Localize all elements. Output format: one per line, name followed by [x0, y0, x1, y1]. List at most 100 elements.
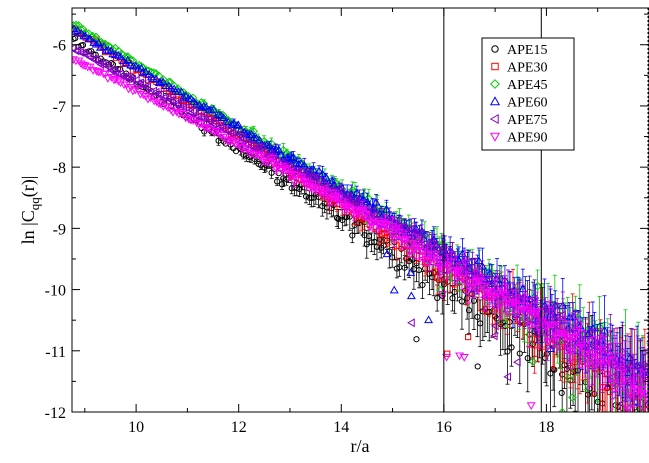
data-point	[444, 350, 451, 357]
data-point	[600, 359, 610, 368]
data-point	[228, 127, 237, 137]
data-point	[508, 298, 518, 307]
data-point	[458, 298, 466, 305]
data-point	[630, 385, 639, 394]
data-point	[567, 348, 577, 357]
data-point	[489, 331, 498, 341]
data-point	[94, 38, 104, 47]
data-point	[72, 46, 80, 56]
data-point	[214, 110, 224, 119]
data-point	[602, 414, 607, 419]
data-point	[73, 26, 82, 34]
data-point	[447, 253, 457, 262]
data-point	[156, 89, 165, 99]
data-point	[541, 323, 550, 332]
data-point	[572, 329, 582, 337]
data-point	[411, 224, 421, 233]
data-point	[80, 62, 90, 71]
legend-entry-ape30: APE30	[491, 61, 547, 76]
data-point	[76, 60, 86, 69]
data-point	[253, 144, 262, 154]
data-point	[178, 92, 188, 101]
data-point	[591, 390, 598, 398]
data-point	[442, 353, 452, 362]
data-point	[643, 422, 648, 427]
y-tick-label: -12	[45, 405, 66, 422]
data-point	[616, 381, 626, 390]
data-point	[404, 248, 414, 257]
data-point	[520, 302, 530, 311]
data-point	[607, 380, 617, 388]
data-point	[430, 241, 438, 251]
data-point	[289, 178, 299, 187]
legend-marker	[489, 132, 501, 142]
data-point	[205, 116, 214, 126]
data-point	[106, 65, 115, 75]
data-point	[166, 106, 176, 115]
data-point	[100, 70, 110, 79]
data-point	[592, 354, 602, 363]
data-point	[91, 54, 100, 64]
data-point	[537, 318, 547, 326]
data-point	[446, 258, 456, 267]
data-point	[464, 284, 474, 293]
x-tick-label: 16	[436, 419, 452, 436]
data-point	[72, 27, 80, 35]
data-point	[146, 72, 156, 81]
legend-entry-ape45: APE45	[490, 78, 547, 93]
legend-label: APE60	[507, 96, 547, 111]
legend-marker	[491, 62, 499, 71]
data-point	[209, 105, 219, 113]
y-tick-label: -6	[53, 38, 66, 55]
data-point	[554, 322, 563, 332]
data-point	[186, 94, 196, 103]
data-point	[223, 117, 233, 126]
data-point	[103, 75, 113, 83]
y-axis: -6 -7 -8 -9 -10 -11 -12	[45, 13, 648, 422]
y-tick-label: -10	[45, 283, 66, 300]
data-point	[85, 34, 95, 43]
data-point	[568, 393, 577, 402]
legend-label: APE15	[507, 43, 547, 58]
x-tick-label: 14	[333, 419, 349, 436]
legend-entry-ape15: APE15	[491, 43, 547, 58]
data-point	[274, 145, 284, 154]
data-point	[558, 407, 567, 412]
data-point	[492, 289, 502, 298]
legend-marker	[491, 45, 499, 53]
data-point	[406, 268, 416, 276]
data-point	[251, 133, 261, 142]
data-point	[335, 215, 342, 222]
data-point	[262, 158, 272, 167]
data-point	[371, 197, 381, 206]
data-point	[406, 224, 415, 234]
data-point	[387, 223, 397, 231]
svg-text:ln |Cqq(r)|: ln |Cqq(r)|	[18, 176, 42, 245]
data-point	[406, 291, 416, 300]
data-point	[505, 301, 515, 309]
data-point	[465, 307, 473, 314]
data-point	[531, 342, 538, 349]
legend-box	[481, 37, 575, 151]
data-point	[92, 67, 101, 76]
chart-marks	[72, 20, 649, 427]
data-point	[415, 266, 423, 274]
data-point	[627, 421, 632, 426]
data-point	[361, 210, 371, 219]
legend-marker	[489, 113, 499, 125]
data-point	[503, 282, 512, 292]
data-point	[294, 159, 304, 168]
data-point	[249, 144, 258, 154]
data-point	[151, 74, 161, 83]
data-point	[547, 321, 557, 330]
data-point	[426, 238, 435, 248]
data-point	[72, 56, 78, 64]
data-point	[116, 52, 126, 61]
data-point	[502, 297, 512, 305]
data-point	[126, 55, 136, 65]
data-point	[644, 407, 649, 412]
data-point	[212, 121, 220, 131]
data-point	[527, 309, 537, 318]
data-point	[455, 352, 465, 361]
data-point	[309, 183, 319, 192]
